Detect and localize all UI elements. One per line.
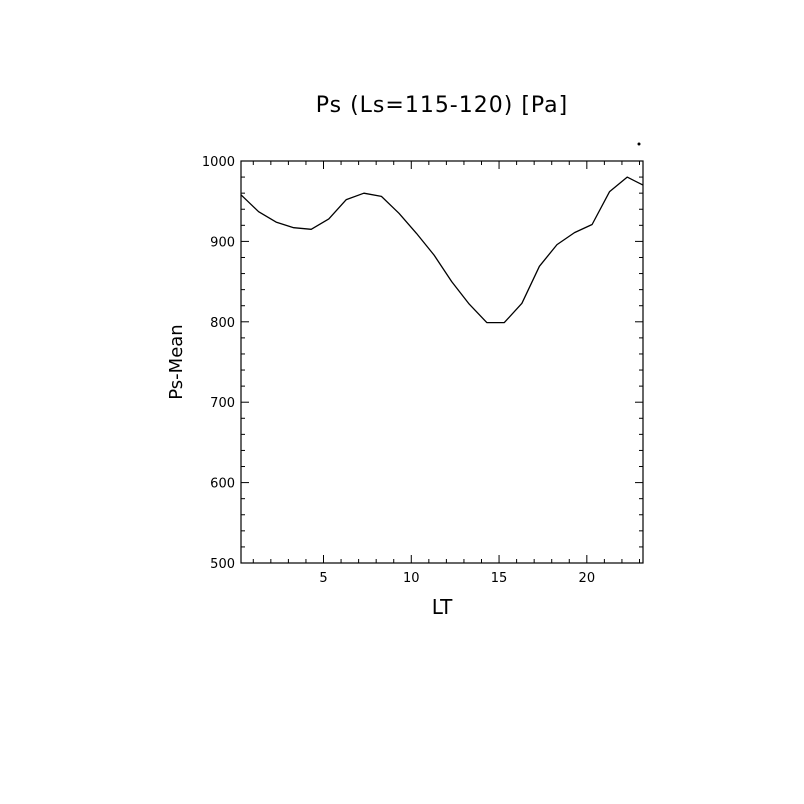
plot-frame (240, 160, 644, 564)
plot-area: 5 10 15 20 500 600 700 800 900 1000 (202, 155, 644, 586)
y-tick-label: 600 (210, 477, 235, 492)
y-tick-label: 800 (210, 316, 235, 331)
y-tick-label: 700 (210, 396, 235, 411)
x-axis-label: LT (432, 595, 453, 619)
y-axis-ticks (241, 160, 643, 564)
y-tick-label: 900 (210, 235, 235, 250)
x-tick-label: 15 (491, 571, 508, 586)
series-layer (240, 176, 644, 324)
x-tick-label: 20 (579, 571, 596, 586)
x-axis-ticks (252, 161, 640, 563)
y-tick-label: 1000 (202, 155, 235, 170)
x-axis-tick-labels: 5 10 15 20 (319, 571, 595, 586)
x-tick-label: 5 (319, 571, 327, 586)
corner-dot (637, 142, 641, 146)
x-tick-label: 10 (403, 571, 420, 586)
y-axis-tick-labels: 500 600 700 800 900 1000 (202, 155, 235, 572)
chart-title: Ps (Ls=115-120) [Pa] (316, 93, 569, 118)
y-axis-label: Ps-Mean (166, 324, 187, 399)
series-line (240, 176, 644, 324)
y-tick-label: 500 (210, 557, 235, 572)
